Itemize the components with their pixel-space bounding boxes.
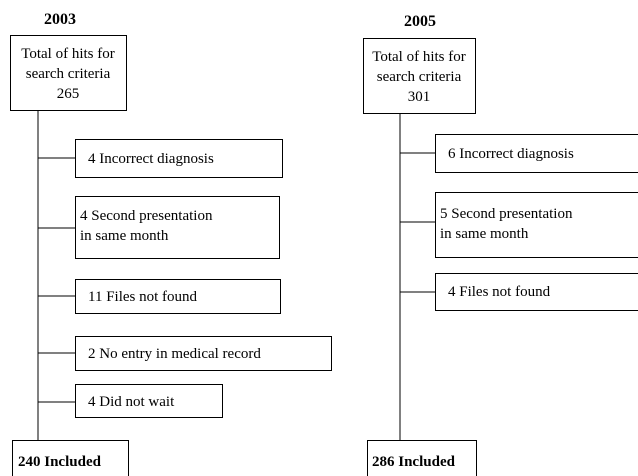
exclusion-box [75,384,223,418]
exclusion-box [435,273,638,311]
included-text: 240 Included [18,454,102,470]
exclusion-box [75,139,283,178]
exclusion-box [75,336,332,371]
total-text: search criteria [377,69,462,85]
exclusion-text: 2 No entry in medical record [88,346,261,362]
flow-title: 2005 [404,13,436,30]
total-text: Total of hits for [21,46,115,62]
flow-2003: 2003 Total of hits for search criteria 2… [10,11,332,476]
exclusion-text: 4 Incorrect diagnosis [88,151,214,167]
exclusion-text: 4 Did not wait [88,394,175,410]
total-box [363,38,476,114]
exclusion-box [435,192,638,258]
total-text: 265 [57,86,80,102]
exclusion-text: 11 Files not found [88,289,198,305]
exclusion-text: in same month [80,228,169,244]
included-box [367,440,477,476]
exclusion-box [75,279,281,314]
exclusion-text: 4 Files not found [448,284,551,300]
exclusion-box [75,196,280,259]
included-box [12,440,129,476]
total-text: Total of hits for [372,49,466,65]
exclusion-text: 6 Incorrect diagnosis [448,146,574,162]
exclusion-text: 5 Second presentation [440,206,573,222]
total-text: search criteria [26,66,111,82]
total-text: 301 [408,89,431,105]
exclusion-box [435,134,638,173]
exclusion-text: in same month [440,226,529,242]
included-text: 286 Included [372,454,456,470]
exclusion-text: 4 Second presentation [80,208,213,224]
total-box [10,35,127,111]
flow-title: 2003 [44,11,76,28]
flow-2005: 2005 Total of hits for search criteria 3… [363,13,638,476]
